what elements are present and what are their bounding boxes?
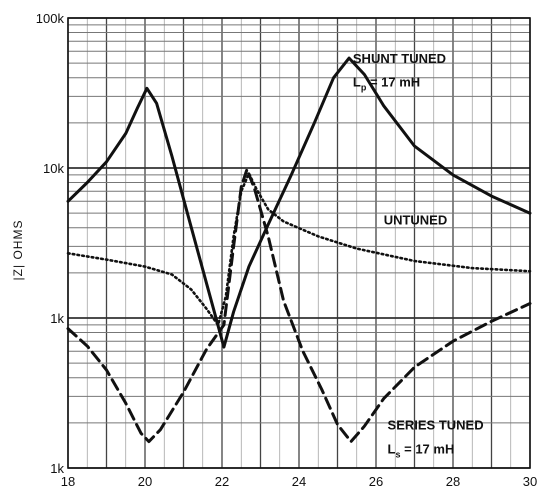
y-axis-label: |Z| OHMS — [11, 220, 25, 281]
series-line-solid — [66, 56, 532, 349]
x-tick-label: 22 — [215, 474, 229, 489]
y-tick-label: 10k — [43, 161, 64, 176]
y-tick-label: 1k — [50, 311, 64, 326]
annotation-label: UNTUNED — [384, 213, 448, 228]
annotation-label: Ls = 17 mH — [388, 441, 455, 459]
annotations: SHUNT TUNED Lp = 17 mH UNTUNED SERIES TUNED… — [353, 51, 484, 459]
x-tick-labels: 18 20 22 24 26 28 30 — [61, 474, 537, 489]
series-layer — [66, 56, 532, 444]
x-tick-label: 24 — [292, 474, 306, 489]
x-tick-label: 28 — [446, 474, 460, 489]
x-tick-label: 20 — [138, 474, 152, 489]
y-tick-label: 1k — [50, 461, 64, 476]
series-line-dashed — [66, 167, 532, 444]
x-tick-label: 18 — [61, 474, 75, 489]
annotation-label: SHUNT TUNED — [353, 51, 446, 66]
annotation-label: SERIES TUNED — [388, 418, 484, 433]
x-tick-label: 30 — [523, 474, 537, 489]
x-tick-label: 26 — [369, 474, 383, 489]
plot-frame — [67, 17, 531, 469]
y-tick-label: 100k — [36, 11, 65, 26]
annotation-label: Lp = 17 mH — [353, 74, 420, 92]
y-tick-labels: 1k 1k 10k 100k — [36, 11, 65, 476]
